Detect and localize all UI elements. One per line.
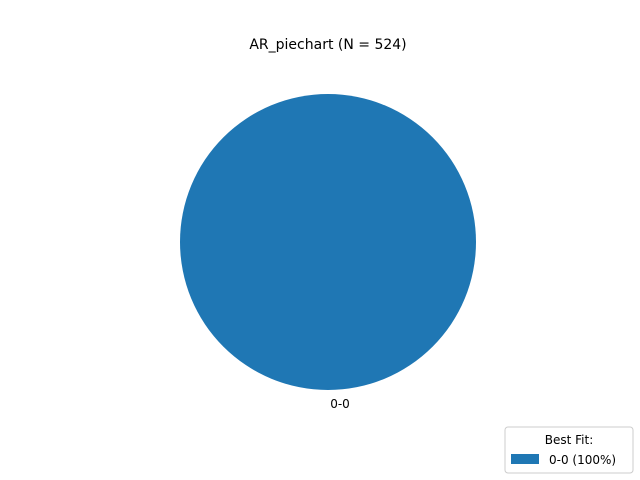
legend: Best Fit: 0-0 (100%): [504, 426, 634, 474]
legend-entry-label: 0-0 (100%): [549, 453, 616, 467]
slice-label: 0-0: [330, 397, 350, 411]
pie-slices: 0-0: [180, 94, 476, 411]
legend-title: Best Fit:: [545, 433, 594, 447]
legend-swatch: [511, 454, 539, 464]
pie-slice-0-0: [180, 94, 476, 390]
chart-title: AR_piechart (N = 524): [249, 37, 406, 53]
legend-entries: 0-0 (100%): [511, 453, 616, 467]
